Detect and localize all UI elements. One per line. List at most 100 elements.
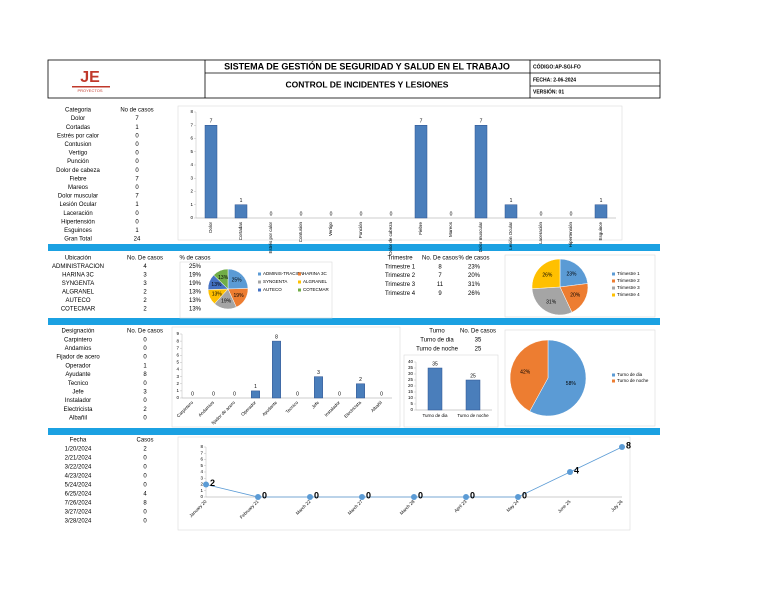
x-tick-label: Punción <box>358 222 363 239</box>
data-label: 0 <box>570 211 573 217</box>
table-cell: 13% <box>189 290 202 296</box>
table-cell: Albañil <box>69 416 87 422</box>
point <box>411 494 417 500</box>
x-tick-label: Dolor <box>208 222 213 233</box>
data-label: 25 <box>470 373 476 379</box>
table-cell: 4/23/2024 <box>65 474 92 480</box>
legend-swatch <box>612 286 615 290</box>
table-cell: 9 <box>438 291 442 297</box>
table-cell: 0 <box>143 510 147 516</box>
y-tick-label: 3 <box>176 374 179 379</box>
table-cell: 2 <box>143 290 147 296</box>
legend-label: Trimestre 3 <box>617 285 640 290</box>
table-header: No. De casos <box>127 329 163 335</box>
data-label: 2 <box>210 478 215 488</box>
table-cell: 1 <box>135 202 139 208</box>
data-label: 13% <box>211 282 222 288</box>
data-label: 1 <box>240 198 243 204</box>
table-cell: 7 <box>135 176 139 182</box>
table-cell: Operador <box>65 363 90 369</box>
data-label: 0 <box>418 490 423 500</box>
pie-slice <box>531 258 561 290</box>
y-tick-label: 4 <box>190 162 193 167</box>
table-cell: 0 <box>135 159 139 165</box>
table-cell: Ayudante <box>65 372 91 378</box>
y-tick-label: 25 <box>408 377 414 382</box>
data-label: 7 <box>480 119 483 125</box>
y-tick-label: 6 <box>176 353 179 358</box>
y-tick-label: 35 <box>408 365 414 370</box>
data-label: 23% <box>566 271 577 277</box>
bar <box>251 390 260 399</box>
table-cell: 0 <box>135 211 139 217</box>
y-tick-label: 5 <box>200 463 203 468</box>
x-tick-label: Estrés por calor <box>268 222 273 254</box>
x-tick-label: Contusion <box>298 222 303 243</box>
bar <box>314 376 323 399</box>
x-tick-label: Mareos <box>448 221 453 237</box>
data-label: 31% <box>546 299 557 305</box>
x-tick-label: Turno de noche <box>457 413 489 418</box>
bar <box>204 125 218 219</box>
legend-swatch <box>612 379 615 383</box>
point <box>359 494 365 500</box>
y-tick-label: 2 <box>176 381 179 386</box>
table-cell: 8 <box>143 372 147 378</box>
y-tick-label: 1 <box>190 202 193 207</box>
table-header: No. De casos <box>127 256 163 262</box>
data-label: 42% <box>520 369 531 375</box>
data-label: 0 <box>330 211 333 217</box>
table-cell: 2 <box>143 447 147 453</box>
table-cell: 0 <box>143 346 147 352</box>
y-tick-label: 15 <box>408 389 414 394</box>
table-cell: 0 <box>143 416 147 422</box>
legend-swatch <box>612 293 615 297</box>
table-cell: Hipertensión <box>61 219 95 225</box>
chart-frame <box>403 354 499 428</box>
table-cell: 1 <box>135 228 139 234</box>
table-cell: Carpintero <box>64 337 93 343</box>
legend-label: Trimestre 4 <box>617 292 640 297</box>
logo-subtitle: PROYECTOS <box>77 88 102 93</box>
data-label: 8 <box>626 440 631 450</box>
table-cell: 0 <box>143 483 147 489</box>
table-cell: COTECMAR <box>61 307 96 313</box>
x-tick-label: Dolor muscular <box>478 222 483 253</box>
table-cell: 0 <box>143 519 147 525</box>
table-header: No. De casos <box>460 329 496 335</box>
table-cell: 0 <box>143 456 147 462</box>
data-label: 7 <box>420 119 423 125</box>
legend-swatch <box>612 272 615 276</box>
bar <box>504 204 518 219</box>
table-cell: 0 <box>143 465 147 471</box>
y-tick-label: 9 <box>176 331 179 336</box>
table-cell: Jefe <box>72 389 84 395</box>
legend-swatch <box>258 272 261 276</box>
y-tick-label: 1 <box>200 488 203 493</box>
legend-swatch <box>258 280 261 284</box>
table-header: Turno <box>429 329 445 335</box>
chart-frame <box>504 329 656 427</box>
point <box>515 494 521 500</box>
data-label: 0 <box>380 391 383 397</box>
chart-frame <box>177 436 631 531</box>
table-header: No. De casos <box>422 256 458 262</box>
bar <box>594 204 608 219</box>
legend-label: HARINA 3C <box>303 271 328 276</box>
legend-swatch <box>298 288 301 292</box>
table-cell: 19% <box>189 273 202 279</box>
data-label: 0 <box>338 391 341 397</box>
table-cell: 13% <box>189 298 202 304</box>
table-cell: ALGRANEL <box>62 290 95 296</box>
data-label: 13% <box>212 292 223 298</box>
y-tick-label: 8 <box>176 338 179 343</box>
y-tick-label: 1 <box>176 388 179 393</box>
table-cell: 23% <box>468 264 481 270</box>
data-label: 35 <box>432 361 438 367</box>
table-cell: 11 <box>437 282 444 288</box>
chart-frame <box>504 254 656 318</box>
y-tick-label: 2 <box>190 189 193 194</box>
x-tick-label: Laceración <box>538 222 543 245</box>
table-cell: Esguinces <box>64 228 92 234</box>
